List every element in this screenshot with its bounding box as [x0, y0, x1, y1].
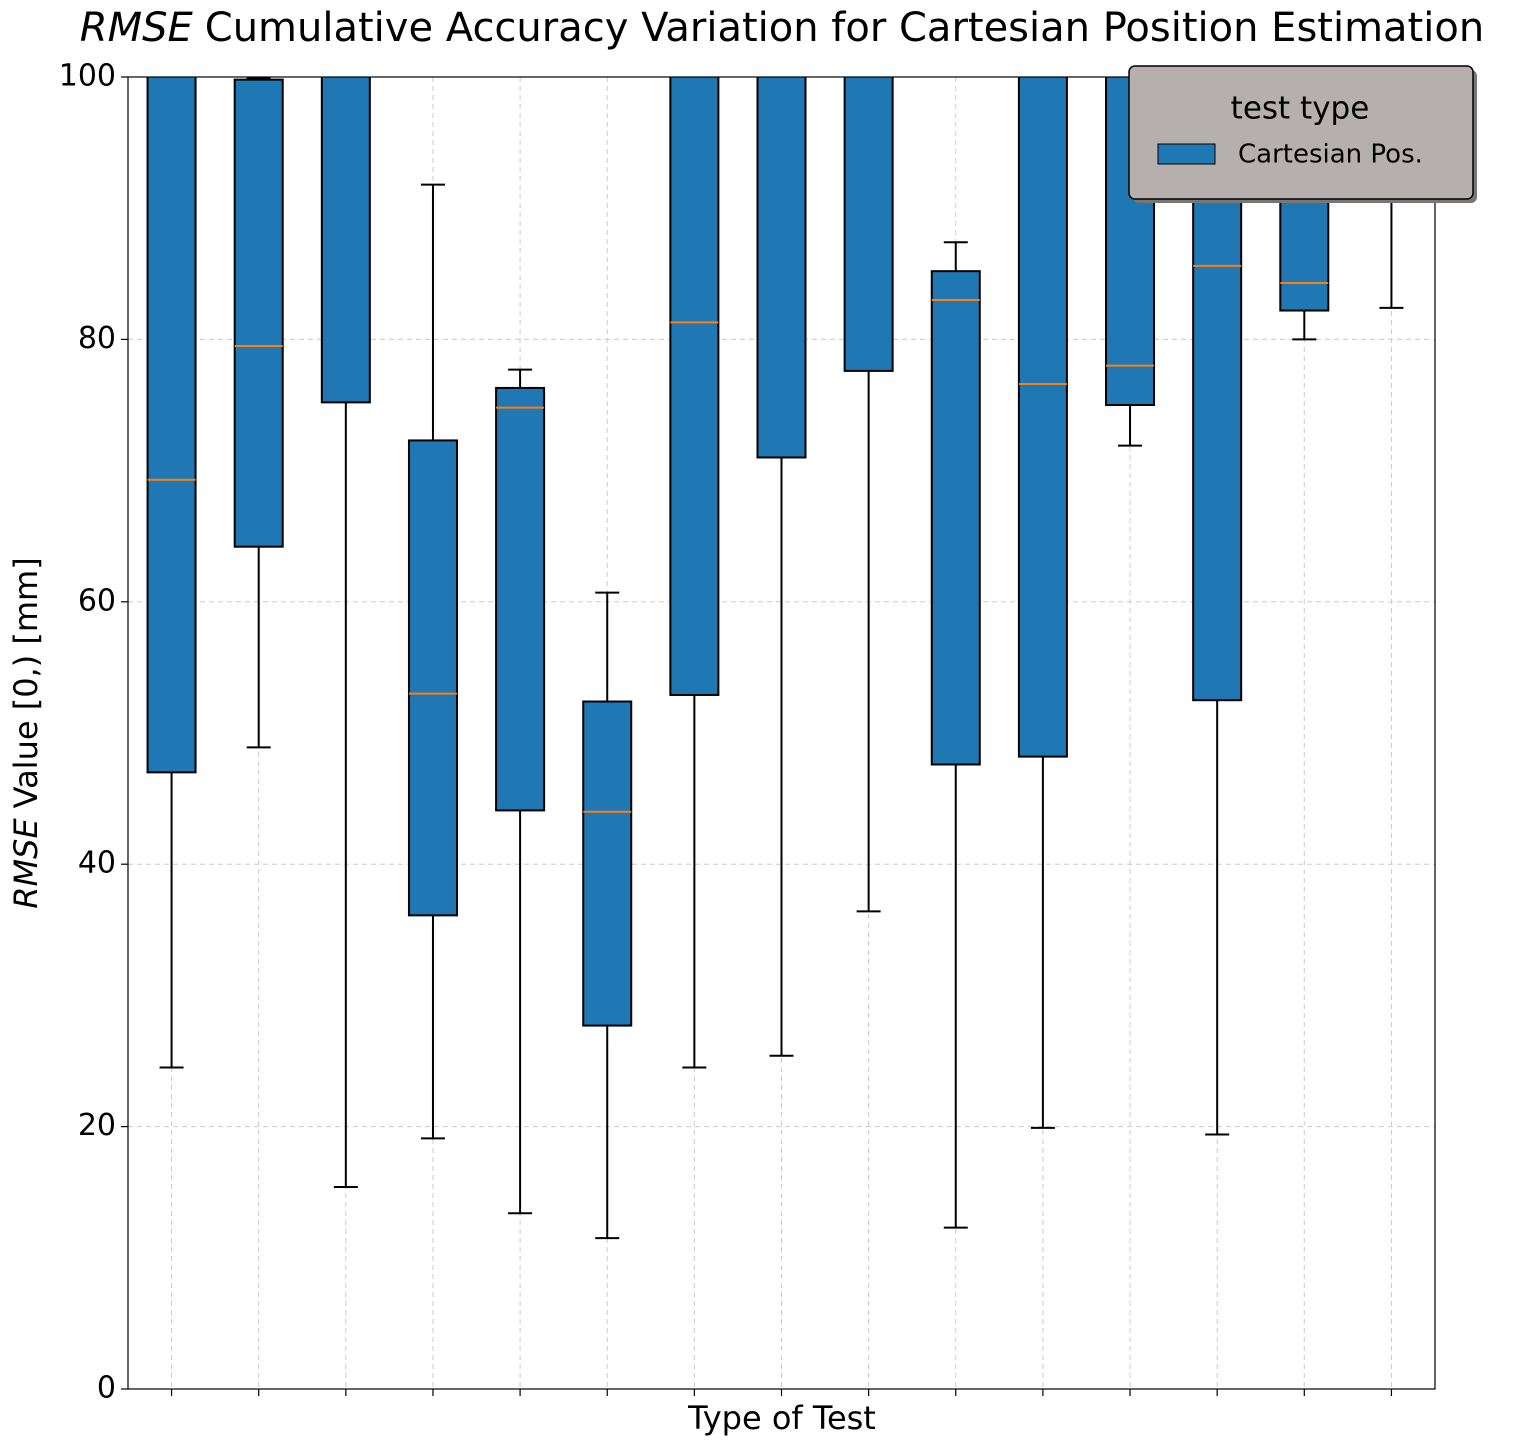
legend-title: test type — [1231, 91, 1370, 127]
legend-box — [1128, 65, 1474, 200]
y-label-italic: RMSE — [7, 818, 45, 909]
title-italic: RMSE — [80, 5, 194, 51]
y-label-text: Value [0,) [mm] — [7, 557, 45, 808]
box — [495, 386, 546, 812]
box — [1017, 77, 1068, 758]
box — [146, 77, 197, 774]
box — [843, 77, 894, 372]
box — [930, 270, 981, 766]
box — [233, 78, 284, 548]
axes: 0 20 40 60 80 100 — [59, 59, 1393, 1406]
y-tick-label: 100 — [59, 59, 116, 94]
chart-title: RMSE Cumulative Accuracy Variation for Ca… — [80, 5, 1484, 51]
boxes — [146, 77, 1417, 1240]
title-text: Cumulative Accuracy Variation for Cartes… — [205, 5, 1484, 51]
legend-entry: Cartesian Pos. — [1238, 140, 1423, 170]
y-tick-label: 40 — [78, 846, 116, 881]
legend-swatch — [1157, 143, 1216, 165]
legend: test type Cartesian Pos. — [1128, 65, 1477, 203]
y-tick-label: 0 — [97, 1371, 116, 1406]
box — [320, 77, 371, 404]
y-tick-label: 80 — [78, 321, 116, 356]
x-axis-label: Type of Test — [687, 1399, 876, 1437]
box — [669, 77, 720, 696]
box — [756, 77, 807, 459]
y-axis-label: RMSE Value [0,) [mm] — [7, 557, 45, 908]
y-tick-label: 60 — [78, 583, 116, 618]
box — [407, 439, 458, 917]
y-tick-label: 20 — [78, 1108, 116, 1143]
box — [582, 700, 633, 1027]
